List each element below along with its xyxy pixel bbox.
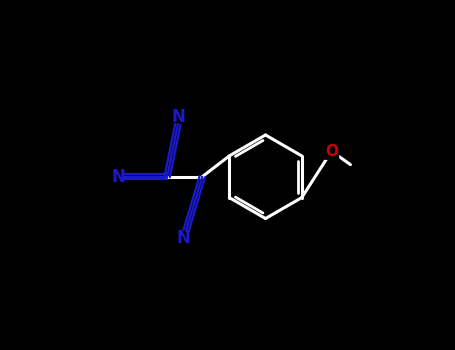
Text: N: N xyxy=(111,168,125,186)
Text: N: N xyxy=(171,108,185,126)
Text: O: O xyxy=(325,144,338,159)
Text: N: N xyxy=(177,229,190,247)
